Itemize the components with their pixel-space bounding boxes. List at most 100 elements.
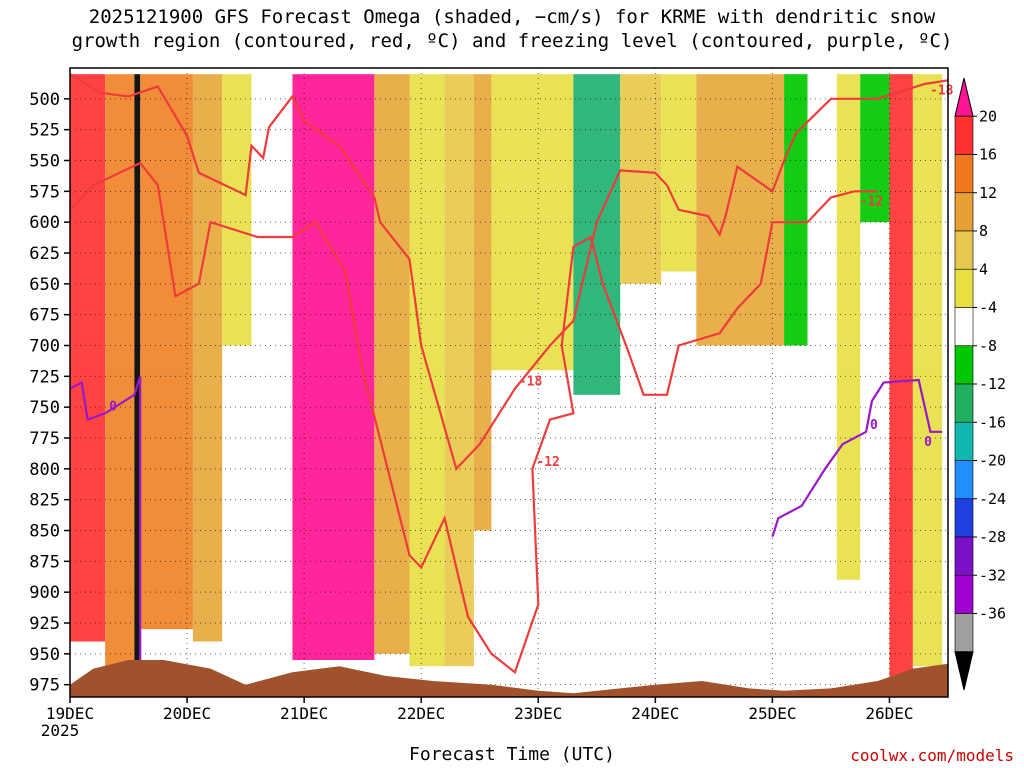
y-tick-label: 825 — [29, 491, 60, 511]
colorbar-label: -20 — [979, 452, 1006, 470]
omega-column-17 — [836, 74, 861, 580]
x-tick-label: 24DEC — [631, 704, 679, 723]
plot-frame — [69, 67, 949, 698]
y-tick-label: 775 — [29, 429, 60, 449]
contour-lines: -18-18-12-120000 — [69, 73, 954, 684]
colorbar-top-arrow — [954, 77, 974, 117]
colorbar-swatch — [954, 192, 974, 232]
omega-column-3 — [140, 74, 193, 630]
colorbar-label: -8 — [979, 337, 997, 355]
y-tick-label: 600 — [29, 213, 60, 233]
freezing-contour-1 — [771, 378, 943, 538]
dgz-contour-1 — [69, 161, 878, 675]
omega-column-5 — [222, 74, 252, 346]
colorbar-label: 8 — [979, 222, 988, 240]
colorbar-swatch — [954, 421, 974, 461]
x-tick-label: 26DEC — [865, 704, 913, 723]
x-tick-label: 23DEC — [514, 704, 562, 723]
dgz-contour-1-label: -12 — [536, 455, 559, 470]
y-tick-label: 925 — [29, 614, 60, 634]
y-tick-label: 875 — [29, 552, 60, 572]
x-tick-label: 20DEC — [163, 704, 211, 723]
colorbar-label: -24 — [979, 490, 1006, 508]
colorbar-label: -28 — [979, 528, 1006, 546]
x-tick-label: 22DEC — [397, 704, 445, 723]
colorbar-label: 16 — [979, 146, 997, 164]
y-tick-label: 700 — [29, 337, 60, 357]
omega-column-15 — [696, 74, 785, 346]
omega-column-14 — [661, 74, 697, 272]
colorbar-swatch — [954, 498, 974, 538]
freezing-contour-1-label-end: 0 — [924, 435, 932, 450]
omega-column-10 — [473, 74, 492, 531]
dgz-contour-0 — [69, 73, 949, 471]
y-tick-label: 525 — [29, 121, 60, 141]
omega-column-20 — [912, 74, 943, 667]
colorbar-label: 12 — [979, 184, 997, 202]
y-tick-label: 900 — [29, 583, 60, 603]
omega-column-11 — [491, 74, 574, 371]
omega-column-4 — [192, 74, 223, 642]
watermark: coolwx.com/models — [850, 746, 1014, 765]
dgz-contour-0-label-end: -18 — [930, 83, 954, 98]
colorbar-swatch — [954, 613, 974, 653]
x-axis-title: Forecast Time (UTC) — [409, 744, 615, 765]
y-tick-label: 550 — [29, 152, 60, 172]
freezing-contour-0 — [69, 375, 142, 667]
terrain-surface — [70, 660, 948, 697]
colorbar-label: -4 — [979, 299, 997, 317]
colorbar-swatch — [954, 115, 974, 155]
axes: 500 525 550 575 600 625 650 675 700 725 750 775 800 8… — [29, 67, 949, 740]
x-tick-label: 21DEC — [280, 704, 328, 723]
y-tick-label: 675 — [29, 306, 60, 326]
omega-column-13 — [620, 74, 662, 284]
y-tick-label: 750 — [29, 398, 60, 418]
dgz-contour-0-label: -18 — [519, 375, 543, 390]
x-tick-label: 19DEC — [46, 704, 94, 723]
omega-column-16 — [784, 74, 808, 346]
chart-title-line-2: growth region (contoured, red, ºC) and f… — [71, 30, 953, 52]
y-tick-label: 950 — [29, 645, 60, 665]
omega-column-0 — [70, 74, 106, 642]
colorbar-swatch — [954, 460, 974, 500]
dgz-contour-1-label-end: -12 — [860, 194, 883, 209]
year-label: 2025 — [41, 721, 80, 740]
omega-column-7 — [374, 74, 410, 654]
omega-shading — [70, 74, 943, 691]
y-tick-label: 850 — [29, 522, 60, 542]
y-tick-label: 625 — [29, 244, 60, 264]
colorbar: 20 16 12 8 4 -4 -8 -12 -16 -20 -24 -28 -32 -36 — [954, 77, 1006, 691]
colorbar-label: 20 — [979, 107, 997, 125]
y-tick-label: 975 — [29, 676, 60, 696]
colorbar-bottom-arrow — [954, 651, 974, 691]
colorbar-swatch — [954, 383, 974, 423]
terrain — [70, 660, 948, 697]
freezing-contour-1-label: 0 — [870, 418, 878, 433]
colorbar-label: -36 — [979, 605, 1006, 623]
colorbar-swatch — [954, 307, 974, 347]
y-tick-label: 500 — [29, 90, 60, 110]
colorbar-label: -16 — [979, 413, 1006, 431]
y-tick-label: 650 — [29, 275, 60, 295]
colorbar-swatch — [954, 230, 974, 270]
omega-column-6 — [292, 74, 375, 660]
colorbar-swatch — [954, 268, 974, 308]
colorbar-label: -12 — [979, 375, 1006, 393]
omega-column-9 — [444, 74, 474, 667]
omega-column-12 — [573, 74, 621, 395]
omega-column-19 — [889, 74, 913, 691]
y-tick-label: 575 — [29, 182, 60, 202]
colorbar-swatch — [954, 345, 974, 385]
colorbar-swatch — [954, 574, 974, 614]
colorbar-swatch — [954, 154, 974, 194]
omega-column-2 — [134, 74, 141, 667]
x-tick-label: 25DEC — [748, 704, 796, 723]
colorbar-label: -32 — [979, 566, 1006, 584]
y-tick-label: 725 — [29, 367, 60, 387]
chart-title-line-1: 2025121900 GFS Forecast Omega (shaded, −… — [88, 6, 936, 28]
omega-column-8 — [409, 74, 445, 667]
omega-column-1 — [105, 74, 135, 667]
freezing-contour-0-label: 0 — [109, 399, 117, 414]
colorbar-label: 4 — [979, 260, 988, 278]
